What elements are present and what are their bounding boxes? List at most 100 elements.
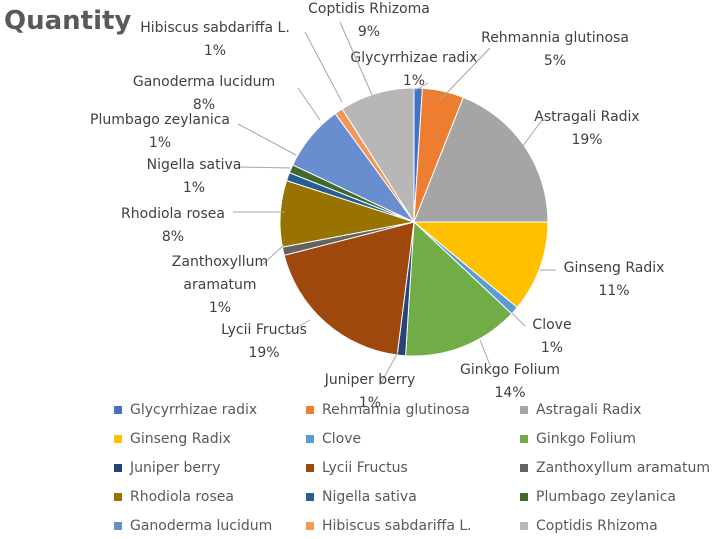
- legend-swatch: [114, 435, 122, 443]
- legend-label: Ginseng Radix: [130, 431, 231, 447]
- pie-slice-astragali-radix: [413, 96, 549, 223]
- legend-swatch: [114, 464, 122, 472]
- data-label-name: Coptidis Rhizoma: [308, 1, 430, 17]
- legend-label: Nigella sativa: [322, 489, 417, 505]
- legend-item: Clove: [306, 429, 361, 449]
- data-label-name: Juniper berry: [324, 372, 416, 388]
- legend-swatch: [114, 493, 122, 501]
- leader-line: [479, 339, 491, 366]
- data-label: Juniper berry 1%: [324, 372, 416, 411]
- data-label-name: Nigella sativa: [147, 157, 242, 173]
- leader-line: [297, 87, 321, 121]
- legend-item: Ginseng Radix: [114, 429, 231, 449]
- leader-line: [413, 82, 429, 92]
- legend-swatch: [306, 464, 314, 472]
- data-label-percent: 8%: [162, 229, 184, 245]
- legend-swatch: [306, 406, 314, 414]
- pie-slice-coptidis-rhizoma: [341, 87, 415, 224]
- data-label-percent: 1%: [204, 43, 226, 59]
- data-label-percent: 11%: [598, 283, 629, 299]
- pie-slice-lycii-fructus: [283, 221, 415, 356]
- chart-title: Quantity: [4, 6, 132, 36]
- data-label: Zanthoxyllum aramatum 1%: [172, 254, 268, 316]
- data-label-name: Ganoderma lucidum: [133, 74, 275, 90]
- leader-line: [439, 47, 491, 101]
- leader-line: [237, 123, 297, 156]
- legend-swatch: [520, 493, 528, 501]
- data-label: Ginkgo Folium 14%: [460, 362, 560, 401]
- data-label-name: Ginseng Radix: [564, 260, 665, 276]
- legend-swatch: [520, 435, 528, 443]
- data-label-name: Ginkgo Folium: [460, 362, 560, 378]
- legend-item: Astragali Radix: [520, 400, 641, 420]
- data-label: Plumbago zeylanica 1%: [90, 112, 230, 151]
- legend-label: Rehmannia glutinosa: [322, 402, 470, 418]
- legend-item: Glycyrrhizae radix: [114, 400, 257, 420]
- legend-label: Ginkgo Folium: [536, 431, 637, 447]
- leader-line: [511, 312, 526, 327]
- data-label-name: Astragali Radix: [534, 109, 639, 125]
- legend-item: Coptidis Rhizoma: [520, 516, 658, 536]
- leader-line: [339, 21, 373, 96]
- leader-line: [284, 319, 311, 336]
- data-label-percent: 14%: [494, 385, 525, 401]
- legend-item: Ginkgo Folium: [520, 429, 636, 449]
- legend-label: Plumbago zeylanica: [536, 489, 676, 505]
- legend-swatch: [306, 522, 314, 530]
- data-label-percent: 9%: [358, 24, 380, 40]
- data-label: Nigella sativa 1%: [147, 157, 242, 196]
- legend-swatch: [520, 522, 528, 530]
- data-label: Clove 1%: [532, 317, 571, 356]
- data-label: Ganoderma lucidum 8%: [133, 74, 275, 113]
- legend-item: Zanthoxyllum aramatum: [520, 458, 710, 478]
- legend-label: Zanthoxyllum aramatum: [536, 460, 710, 476]
- leader-line: [237, 166, 291, 169]
- legend-item: Rhodiola rosea: [114, 487, 234, 507]
- data-label-percent: 1%: [209, 300, 231, 316]
- data-label: Lycii Fructus 19%: [221, 322, 307, 361]
- legend-swatch: [306, 493, 314, 501]
- data-label-name: Hibiscus sabdariffa L.: [140, 20, 290, 36]
- legend-item: Hibiscus sabdariffa L.: [306, 516, 472, 536]
- data-label-percent: 1%: [403, 73, 425, 89]
- legend-item: Ganoderma lucidum: [114, 516, 272, 536]
- legend-swatch: [114, 406, 122, 414]
- data-label-name: Rhodiola rosea: [121, 206, 225, 222]
- data-label-percent: 1%: [359, 395, 381, 411]
- legend-label: Juniper berry: [130, 460, 221, 476]
- data-label-percent: 5%: [544, 53, 566, 69]
- legend-label: Lycii Fructus: [322, 460, 408, 476]
- data-label-name: Glycyrrhizae radix: [350, 50, 477, 66]
- data-label-percent: 19%: [248, 345, 279, 361]
- legend-swatch: [520, 406, 528, 414]
- data-label-percent: 19%: [571, 132, 602, 148]
- data-label: Ginseng Radix 11%: [564, 260, 665, 299]
- data-label-name: Plumbago zeylanica: [90, 112, 230, 128]
- data-label: Hibiscus sabdariffa L. 1%: [140, 20, 290, 59]
- leader-line: [261, 244, 285, 266]
- leader-line: [519, 119, 543, 151]
- data-label: Coptidis Rhizoma 9%: [308, 1, 430, 40]
- legend-label: Hibiscus sabdariffa L.: [322, 518, 472, 534]
- legend-swatch: [114, 522, 122, 530]
- data-label: Astragali Radix 19%: [534, 109, 639, 148]
- legend-label: Rhodiola rosea: [130, 489, 234, 505]
- data-label-name: Zanthoxyllum: [172, 254, 268, 270]
- data-label: Rehmannia glutinosa 5%: [481, 30, 629, 69]
- data-label-percent: 8%: [193, 97, 215, 113]
- legend-item: Rehmannia glutinosa: [306, 400, 470, 420]
- legend-label: Astragali Radix: [536, 402, 642, 418]
- data-label-name: Rehmannia glutinosa: [481, 30, 629, 46]
- legend-item: Lycii Fructus: [306, 458, 408, 478]
- data-label: Glycyrrhizae radix 1%: [350, 50, 477, 89]
- legend-item: Juniper berry: [114, 458, 221, 478]
- legend-swatch: [520, 464, 528, 472]
- data-label-name: Clove: [532, 317, 571, 333]
- data-label-percent: 1%: [149, 135, 171, 151]
- data-label-name: aramatum: [183, 277, 256, 293]
- leader-line: [304, 31, 343, 103]
- legend-label: Glycyrrhizae radix: [130, 402, 258, 418]
- pie-slice-ginkgo-folium: [405, 220, 513, 357]
- legend-swatch: [306, 435, 314, 443]
